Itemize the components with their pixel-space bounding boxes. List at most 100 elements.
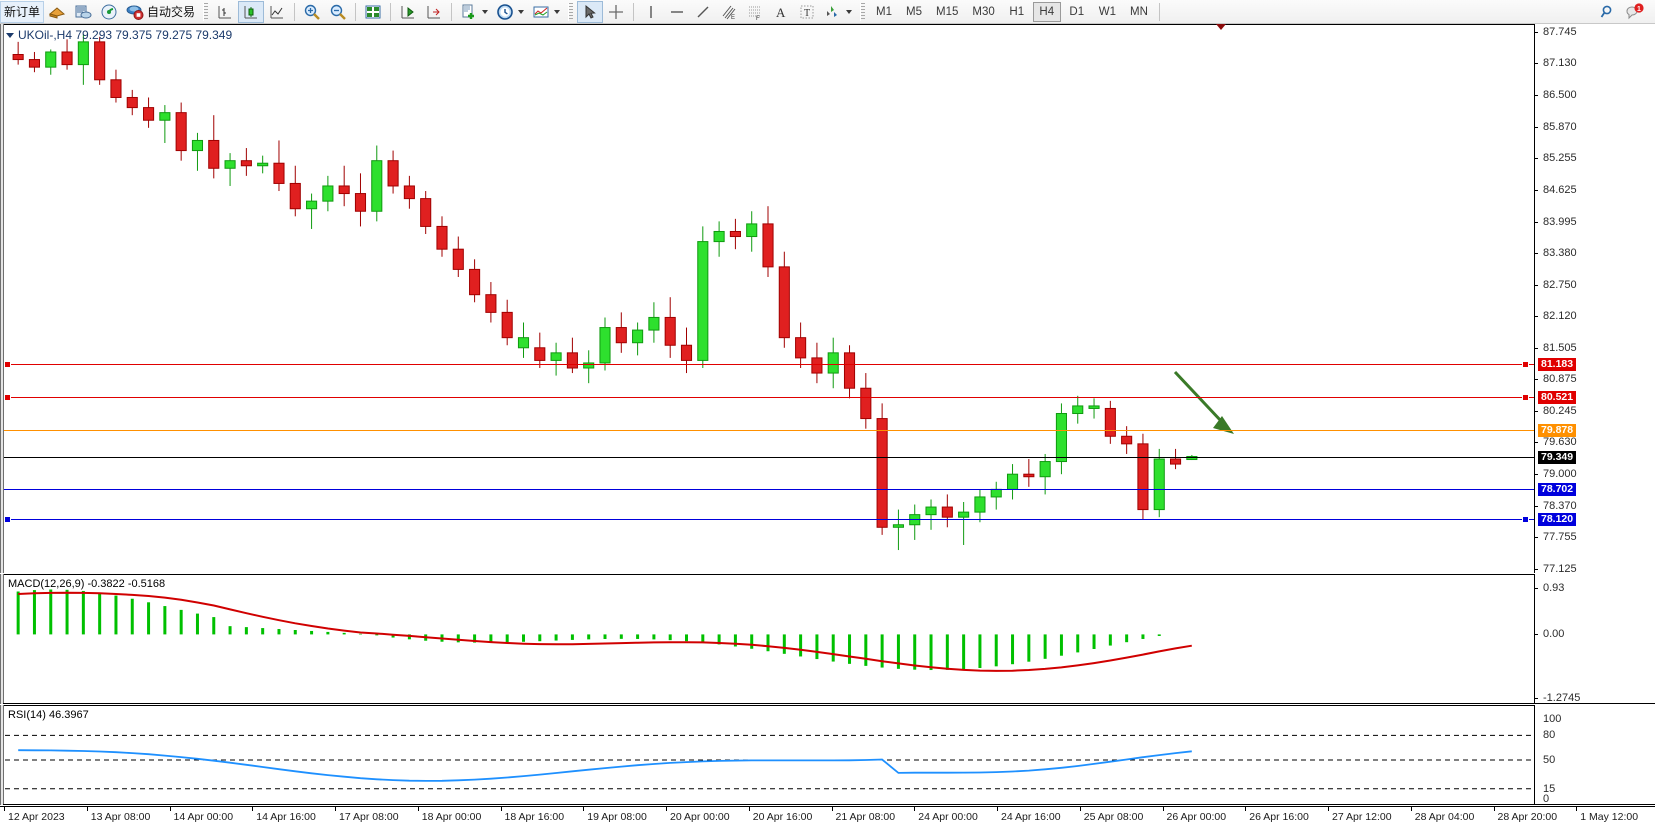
crosshair-button[interactable] xyxy=(603,1,629,23)
price-tick-label: 82.120 xyxy=(1543,310,1577,323)
indicators-button[interactable] xyxy=(528,1,564,23)
trend-line-button[interactable] xyxy=(690,1,716,23)
chart-shift-button[interactable] xyxy=(395,1,421,23)
time-tick-mark xyxy=(831,807,833,811)
price-level-handle-left[interactable] xyxy=(4,394,11,402)
toolbar-separator-2 xyxy=(355,2,357,21)
price-level-line-resistance[interactable] xyxy=(4,363,1534,365)
shapes-button[interactable] xyxy=(820,1,856,23)
period-button[interactable] xyxy=(492,1,528,23)
line-chart-button[interactable] xyxy=(264,1,290,23)
timeframe-m1[interactable]: M1 xyxy=(876,5,893,18)
price-level-tag-support[interactable]: 78.702 xyxy=(1538,483,1577,497)
price-level-tag-support[interactable]: 78.120 xyxy=(1538,512,1577,526)
chart-title: UKOil-,H4 79.293 79.375 79.275 79.349 xyxy=(18,28,233,42)
price-level-line-support[interactable] xyxy=(4,489,1534,491)
equidistant-channel-button[interactable]: E xyxy=(716,1,742,23)
timeframe-w1[interactable]: W1 xyxy=(1098,5,1117,18)
timeframe-m30[interactable]: M30 xyxy=(972,5,995,18)
zoom-in-button[interactable] xyxy=(299,1,325,23)
time-tick-mark xyxy=(252,807,254,811)
vertical-line-button[interactable] xyxy=(638,1,664,23)
price-level-line-resistance[interactable] xyxy=(4,397,1534,399)
grid-button[interactable] xyxy=(360,1,386,23)
price-tick-label: 87.130 xyxy=(1543,57,1577,70)
time-tick-mark xyxy=(417,807,419,811)
toolbar-grip-2[interactable] xyxy=(568,2,574,21)
price-plot[interactable] xyxy=(0,24,1655,573)
timeframe-m15[interactable]: M15 xyxy=(936,5,959,18)
price-level-handle[interactable] xyxy=(1522,394,1529,402)
rsi-left-rail[interactable] xyxy=(0,705,4,805)
price-level-line-current-price[interactable] xyxy=(4,456,1534,458)
bar-chart-button[interactable] xyxy=(212,1,238,23)
price-level-line-pivot[interactable] xyxy=(4,429,1534,431)
macd-tick-label: 0.93 xyxy=(1543,582,1565,594)
price-level-tag-resistance[interactable]: 80.521 xyxy=(1538,391,1577,405)
chevron-down-icon-4[interactable] xyxy=(846,9,853,14)
macd-tick-label: -1.2745 xyxy=(1543,692,1581,704)
price-tick-label: 87.745 xyxy=(1543,26,1577,38)
text-label-button[interactable]: T xyxy=(794,1,820,23)
search-button[interactable] xyxy=(1595,1,1621,23)
timeframe-d1[interactable]: D1 xyxy=(1069,5,1085,18)
pane-left-rail[interactable] xyxy=(0,24,4,573)
timeframe-m5[interactable]: M5 xyxy=(906,5,923,18)
notification-icon: 1 xyxy=(1625,2,1644,21)
time-tick-mark xyxy=(1328,807,1329,811)
price-level-tag-current-price[interactable]: 79.349 xyxy=(1538,450,1577,464)
zoom-in-icon xyxy=(303,3,321,21)
fibonacci-button[interactable]: F xyxy=(742,1,768,23)
chevron-down-icon-2[interactable] xyxy=(518,9,525,14)
price-level-handle-left[interactable] xyxy=(4,515,11,523)
autotrading-icon xyxy=(126,3,144,21)
price-level-tag-resistance[interactable]: 81.183 xyxy=(1538,357,1577,371)
macd-bottom-border xyxy=(3,703,1655,704)
toolbar-grip-3[interactable] xyxy=(860,2,866,21)
price-tick-label: 84.625 xyxy=(1543,183,1577,196)
price-level-tag-pivot[interactable]: 79.878 xyxy=(1538,423,1577,437)
rsi-tick-label: 80 xyxy=(1543,729,1556,742)
zoom-out-button[interactable] xyxy=(325,1,351,23)
time-tick-label: 14 Apr 16:00 xyxy=(256,811,316,823)
autotrading-button[interactable]: 自动交易 xyxy=(122,1,199,23)
text-button[interactable]: A xyxy=(768,1,794,23)
chart-area[interactable]: UKOil-,H4 79.293 79.375 79.275 79.349 87… xyxy=(0,24,1655,828)
rsi-plot[interactable] xyxy=(0,705,1655,805)
timeframe-h4[interactable]: H4 xyxy=(1032,1,1061,22)
candlestick-chart-button[interactable] xyxy=(238,0,265,23)
template-button[interactable] xyxy=(456,1,492,23)
macd-pane[interactable]: MACD(12,26,9) -0.3822 -0.5168 0.93 0.00 -1… xyxy=(0,574,1655,704)
price-level-handle-left[interactable] xyxy=(4,360,11,368)
time-tick-mark xyxy=(1576,807,1578,811)
rsi-tick-label: 100 xyxy=(1543,713,1562,725)
notification-button[interactable]: 1 xyxy=(1621,1,1647,23)
toolbar-grip[interactable] xyxy=(203,2,209,21)
chevron-down-icon[interactable] xyxy=(482,9,489,14)
time-tick-label: 26 Apr 00:00 xyxy=(1166,811,1227,823)
cursor-button[interactable] xyxy=(577,0,604,23)
new-order-button[interactable]: 新订单 xyxy=(0,0,45,23)
price-pane[interactable]: UKOil-,H4 79.293 79.375 79.275 79.349 87… xyxy=(0,24,1655,575)
price-tick-mark xyxy=(1535,94,1538,96)
timeframe-h1[interactable]: H1 xyxy=(1009,5,1025,18)
horizontal-line-button[interactable] xyxy=(664,1,690,23)
data-window-button[interactable] xyxy=(70,1,96,23)
price-level-line-support[interactable] xyxy=(4,518,1534,520)
price-axis[interactable]: 87.745 87.130 86.500 85.870 85.255 84.625 83.9… xyxy=(1534,24,1655,575)
time-axis[interactable]: 12 Apr 2023 13 Apr 08:00 14 Apr 00:00 14 Ap… xyxy=(0,806,1655,828)
rsi-top-border xyxy=(3,705,1655,706)
expert-advisor-button[interactable] xyxy=(44,1,70,23)
time-tick-label: 21 Apr 08:00 xyxy=(835,811,896,823)
macd-left-rail[interactable] xyxy=(0,574,4,704)
chart-menu-caret-icon[interactable] xyxy=(6,33,14,38)
price-level-handle[interactable] xyxy=(1522,515,1529,523)
trend-arrow-annotation xyxy=(1173,370,1234,434)
timeframe-mn[interactable]: MN xyxy=(1130,5,1148,18)
rsi-pane[interactable]: RSI(14) 46.3967 100 80 50 15 0 xyxy=(0,705,1655,805)
chevron-down-icon-3[interactable] xyxy=(554,9,561,14)
auto-scroll-button[interactable] xyxy=(421,1,447,23)
price-level-handle[interactable] xyxy=(1522,360,1529,368)
macd-plot[interactable] xyxy=(0,574,1655,704)
signals-button[interactable] xyxy=(96,1,122,23)
